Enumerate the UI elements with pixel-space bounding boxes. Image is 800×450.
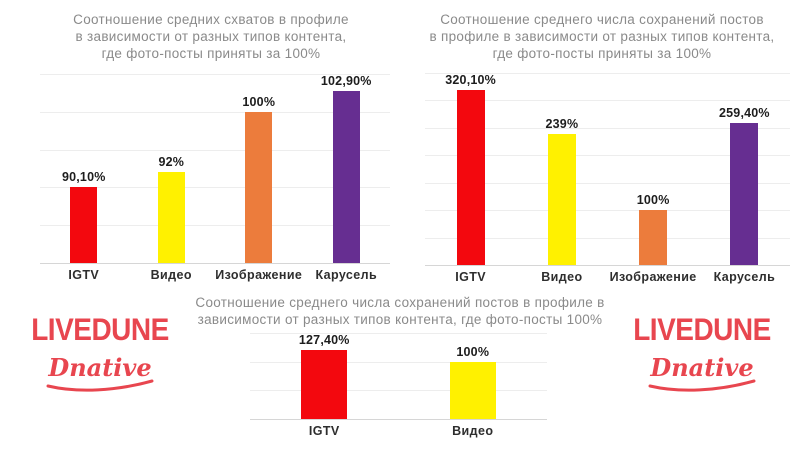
gridline	[250, 390, 547, 392]
bar-column: 320,10%	[425, 73, 516, 265]
category-label: Карусель	[713, 270, 776, 284]
x-axis-line	[40, 263, 390, 264]
chart-title: Соотношение среднего числа сохранений по…	[178, 294, 622, 328]
bar-value-label: 239%	[545, 116, 579, 131]
chart-title-line: Соотношение средних схватов в профиле	[73, 12, 349, 27]
category-label: IGTV	[455, 270, 487, 284]
bar-value-label: 259,40%	[719, 105, 770, 120]
category-label: Видео	[452, 424, 494, 438]
livedune-logo: LIVEDUNE	[633, 312, 771, 347]
bar	[70, 186, 98, 263]
category-label: Видео	[541, 270, 583, 284]
bar	[456, 90, 485, 265]
category-label: IGTV	[308, 424, 340, 438]
category-label: Видео	[150, 268, 192, 282]
chart-category-row: IGTV Видео Изображение Карусель	[40, 268, 390, 282]
bar-value-label: 92%	[158, 155, 185, 170]
bar	[730, 122, 759, 265]
bar-value-label: 320,10%	[445, 73, 496, 87]
chart-title-line: где фото-посты приняты за 100%	[101, 46, 321, 61]
chart-title-line: Соотношение среднего числа сохранений по…	[440, 12, 764, 27]
bar-columns: 90,10% 92% 100% 102,90%	[40, 74, 390, 263]
chart-title-line: в профиле в зависимости от разных типов …	[429, 29, 775, 44]
bar-columns: 127,40% 100%	[250, 333, 547, 419]
x-axis-line	[250, 419, 547, 420]
category-label: Изображение	[215, 268, 303, 282]
bar	[301, 350, 348, 419]
brand-block-left: LIVEDUNE Dnative	[22, 312, 178, 392]
bar	[332, 91, 360, 263]
bar-value-label: 100%	[636, 193, 670, 208]
bar-column: 100%	[608, 73, 699, 265]
gridline	[425, 237, 790, 239]
gridline	[40, 225, 390, 227]
gridline	[425, 127, 790, 129]
dnative-swash-icon	[46, 379, 154, 392]
chart-title-line: зависимости от разных типов контента, гд…	[197, 312, 603, 327]
gridline	[40, 187, 390, 189]
chart-title-line: в зависимости от разных типов контента,	[75, 29, 347, 44]
chart-title-line: Соотношение среднего числа сохранений по…	[195, 295, 605, 310]
brand-block-right: LIVEDUNE Dnative	[624, 312, 780, 392]
bar-value-label: 90,10%	[61, 169, 106, 184]
dnative-logo-text: Dnative	[48, 353, 152, 382]
gridline	[250, 361, 547, 363]
bar-column: 102,90%	[303, 74, 391, 263]
bar-value-label: 102,90%	[320, 74, 372, 88]
bar	[639, 210, 668, 265]
bar	[157, 172, 185, 263]
chart-category-row: IGTV Видео Изображение Карусель	[425, 270, 790, 284]
gridline	[40, 74, 390, 75]
livedune-logo: LIVEDUNE	[31, 312, 169, 347]
gridline	[40, 149, 390, 151]
dnative-logo-text: Dnative	[650, 353, 754, 382]
gridline	[425, 100, 790, 102]
category-label: IGTV	[68, 268, 100, 282]
chart-plot: 90,10% 92% 100% 102,90%	[40, 74, 390, 264]
category-label: Карусель	[315, 268, 378, 282]
bar-column: 90,10%	[40, 74, 128, 263]
bar-value-label: 100%	[242, 94, 276, 109]
gridline	[425, 210, 790, 212]
bar	[547, 133, 576, 265]
gridline	[425, 182, 790, 184]
dnative-swash-icon	[648, 379, 756, 392]
bar-column: 259,40%	[699, 73, 790, 265]
gridline	[425, 73, 790, 74]
bar-column: 100%	[215, 74, 303, 263]
bar	[245, 111, 273, 263]
chart-plot: 127,40% 100%	[250, 333, 547, 420]
category-label: Изображение	[609, 270, 697, 284]
bar-column: 127,40%	[250, 333, 399, 419]
bar-column: 92%	[128, 74, 216, 263]
bar-column: 239%	[516, 73, 607, 265]
chart-title: Соотношение средних схватов в профиле в з…	[28, 11, 394, 62]
bar-value-label: 127,40%	[298, 333, 350, 347]
gridline	[40, 111, 390, 113]
dnative-logo: Dnative	[22, 356, 178, 392]
dnative-logo: Dnative	[624, 356, 780, 392]
bar	[449, 361, 496, 419]
chart-plot: 320,10% 239% 100% 259,40%	[425, 73, 790, 266]
gridline	[425, 155, 790, 157]
chart-title: Соотношение среднего числа сохранений по…	[412, 11, 792, 62]
bar-column: 100%	[399, 333, 548, 419]
bar-value-label: 100%	[456, 344, 490, 359]
x-axis-line	[425, 265, 790, 266]
gridline	[250, 333, 547, 334]
chart-category-row: IGTV Видео	[250, 424, 547, 438]
bar-columns: 320,10% 239% 100% 259,40%	[425, 73, 790, 265]
chart-title-line: где фото-посты приняты за 100%	[492, 46, 712, 61]
